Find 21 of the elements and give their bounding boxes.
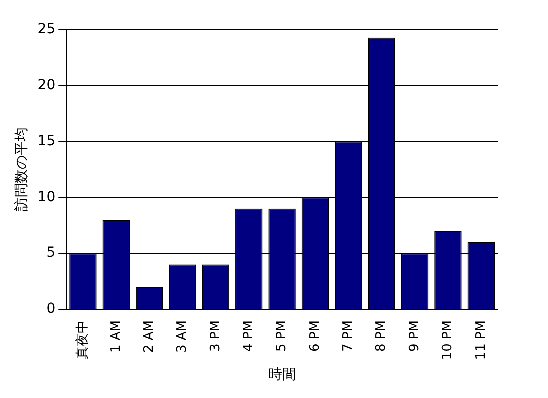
x-tick-label: 8 PM xyxy=(374,320,390,352)
x-tick-label: 4 PM xyxy=(242,320,256,352)
y-tick-label: 25 xyxy=(38,22,56,38)
y-tick-label: 5 xyxy=(46,245,56,262)
x-tick-label: 9 PM xyxy=(407,320,422,352)
x-tick-label: 11 PM xyxy=(474,320,489,360)
x-tick-label: 6 PM xyxy=(308,320,323,352)
x-axis-title: 時間 xyxy=(268,367,296,384)
x-tick-label: 3 AM xyxy=(175,320,190,353)
y-axis-title: 訪問数の平均 xyxy=(14,128,30,212)
y-tick-label: 0 xyxy=(46,301,56,318)
x-tick-label: 1 AM xyxy=(108,320,124,353)
x-tick-label: 2 AM xyxy=(142,320,157,353)
y-tick-label: 20 xyxy=(38,78,56,94)
x-tick-label: 10 PM xyxy=(440,320,456,360)
x-tick-label: 5 PM xyxy=(274,320,290,352)
x-tick-label: 3 PM xyxy=(208,320,224,352)
y-tick-label: 10 xyxy=(38,189,56,206)
x-tick-label: 真夜中 xyxy=(74,320,91,360)
x-tick-label: 7 PM xyxy=(341,320,356,352)
y-tick-label: 15 xyxy=(38,133,56,150)
